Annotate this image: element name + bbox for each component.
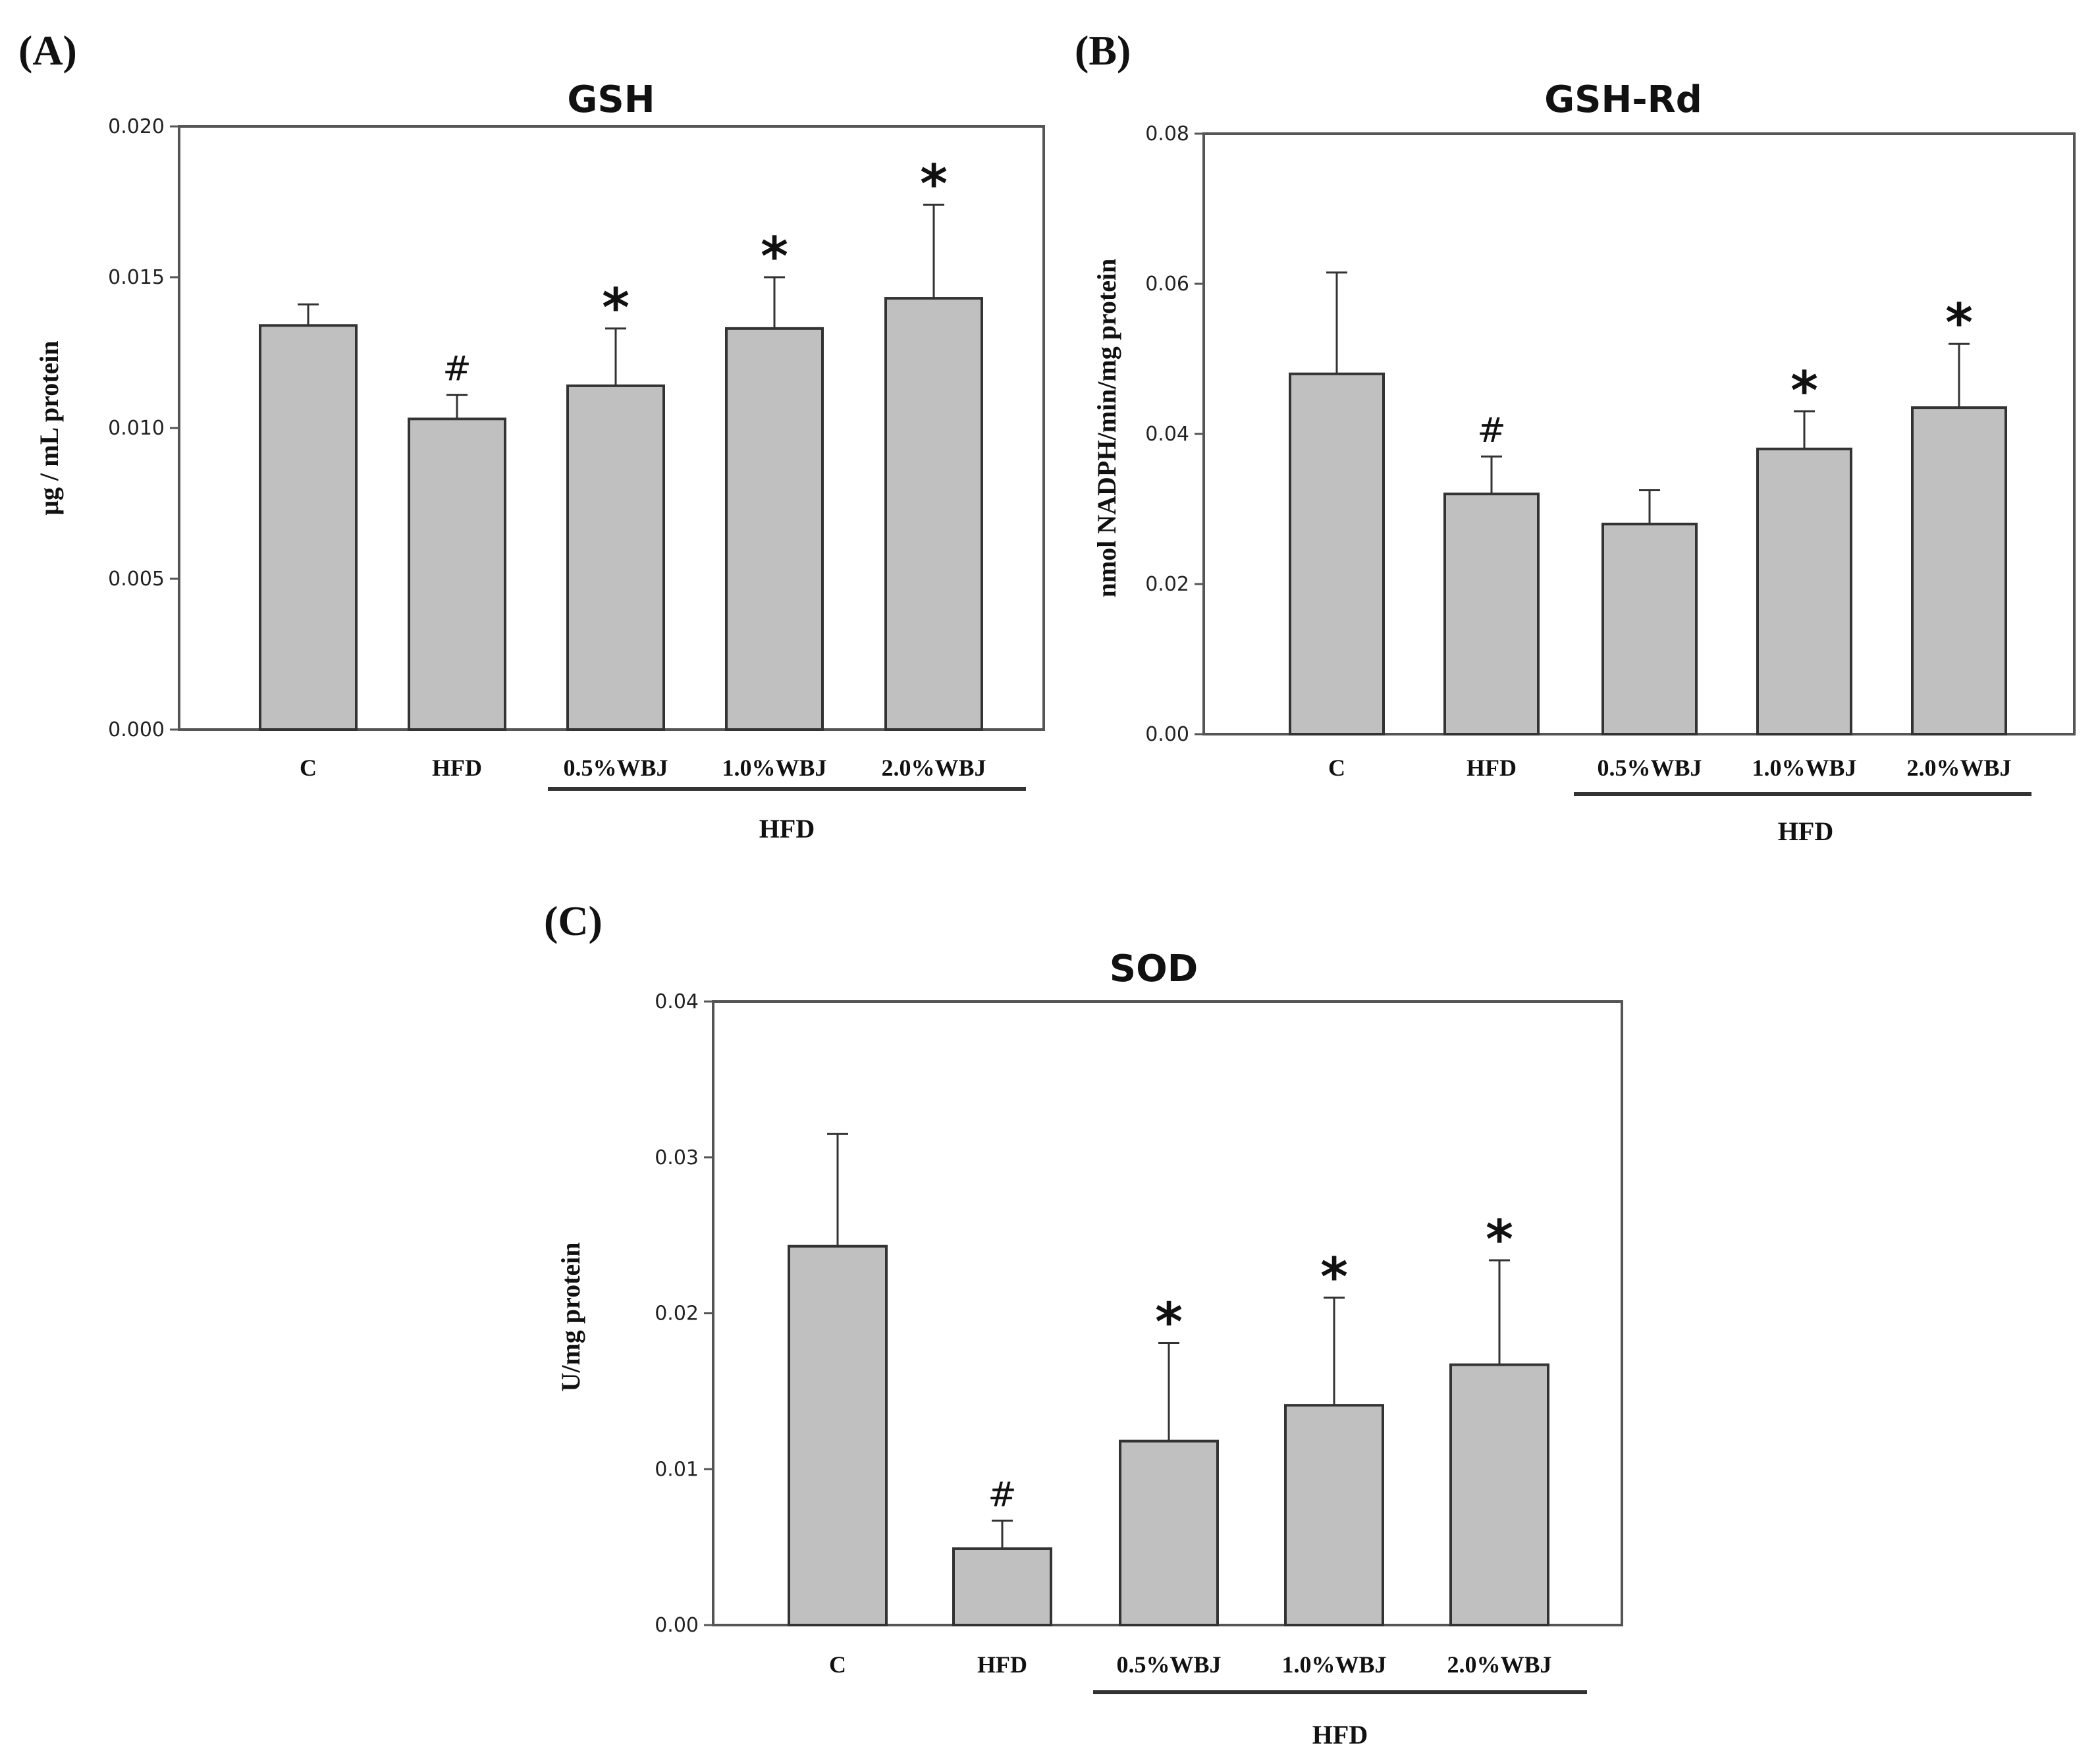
bar-1.0%WBJ [1284, 1404, 1384, 1627]
chart-gsh-rd: (B) GSH-Rd 0.00 0.02 0.04 0.06 0.08 nmol NADPH/… [1075, 27, 2076, 846]
significance-hash: # [988, 1475, 1017, 1514]
bar-C [1289, 372, 1385, 735]
bar-1.0%WBJ [1756, 447, 1852, 735]
x-category-label: C [300, 755, 317, 781]
x-category-label: HFD [1466, 755, 1517, 781]
y-tick-label: 0.04 [1145, 423, 1189, 446]
x-category-label: 2.0%WBJ [1447, 1651, 1551, 1678]
group-label: HFD [1312, 1720, 1368, 1750]
y-tick-label: 0.01 [655, 1458, 699, 1481]
significance-star: * [1320, 1246, 1348, 1308]
x-category-label: 1.0%WBJ [1281, 1651, 1386, 1678]
bar-C [788, 1244, 888, 1626]
x-category-label: 1.0%WBJ [722, 755, 826, 781]
y-tick-label: 0.015 [108, 266, 165, 289]
bar-2.0%WBJ [1911, 406, 2007, 735]
bar-C [259, 324, 358, 731]
y-tick-label: 0.00 [655, 1614, 699, 1637]
bar-HFD [408, 417, 506, 731]
y-tick-label: 0.04 [655, 990, 699, 1013]
y-tick-label: 0.08 [1145, 122, 1189, 146]
y-tick-label: 0.005 [108, 568, 165, 591]
y-axis-label: μg / mL protein [34, 340, 64, 515]
x-category-label: 1.0%WBJ [1752, 755, 1856, 781]
panel-label: (B) [1075, 27, 1131, 74]
bar-0.5%WBJ [1601, 522, 1698, 735]
x-category-label: HFD [432, 755, 482, 781]
y-axis-label: U/mg protein [556, 1242, 585, 1391]
significance-hash: # [443, 350, 471, 389]
y-tick-label: 0.03 [655, 1146, 699, 1169]
chart-title: GSH [567, 78, 655, 121]
x-category-label: HFD [977, 1651, 1027, 1678]
group-label: HFD [1778, 816, 1833, 846]
significance-star: * [1945, 292, 1973, 354]
bar-2.0%WBJ [884, 297, 983, 731]
significance-star: * [602, 277, 630, 338]
chart-title: SOD [1110, 948, 1198, 990]
x-category-label: C [829, 1651, 846, 1678]
chart-sod: (C) SOD 0.00 0.01 0.02 0.03 0.04 U/mg protein C #… [544, 897, 1623, 1750]
x-category-label: 0.5%WBJ [563, 755, 668, 781]
panel-label: (C) [544, 897, 603, 944]
bar-HFD [952, 1547, 1052, 1626]
group-label: HFD [759, 814, 815, 843]
significance-star: * [1486, 1209, 1513, 1270]
x-category-label: 2.0%WBJ [881, 755, 986, 781]
x-category-label: 2.0%WBJ [1906, 755, 2011, 781]
bar-2.0%WBJ [1449, 1363, 1549, 1626]
x-category-label: C [1328, 755, 1345, 781]
significance-star: * [761, 226, 788, 287]
y-tick-label: 0.06 [1145, 273, 1189, 296]
y-tick-label: 0.010 [108, 417, 165, 440]
chart-title: GSH-Rd [1544, 78, 1702, 121]
significance-star: * [1155, 1291, 1183, 1352]
significance-star: * [1790, 360, 1818, 421]
panel-label: (A) [18, 27, 77, 74]
y-tick-label: 0.00 [1145, 723, 1189, 746]
y-tick-label: 0.000 [108, 718, 165, 741]
bar-1.0%WBJ [725, 327, 824, 731]
significance-hash: # [1477, 411, 1506, 450]
y-tick-label: 0.02 [655, 1302, 699, 1325]
chart-gsh: (A) GSH 0.000 0.005 0.010 0.015 0.020 μg / mL p… [18, 27, 1045, 843]
bar-HFD [1443, 493, 1540, 735]
y-axis-label: nmol NADPH/min/mg protein [1092, 259, 1121, 598]
significance-star: * [920, 153, 948, 215]
bar-0.5%WBJ [566, 384, 665, 731]
bar-0.5%WBJ [1119, 1439, 1219, 1626]
y-tick-label: 0.02 [1145, 573, 1189, 596]
y-tick-label: 0.020 [108, 115, 165, 138]
x-category-label: 0.5%WBJ [1597, 755, 1702, 781]
x-category-label: 0.5%WBJ [1116, 1651, 1221, 1678]
